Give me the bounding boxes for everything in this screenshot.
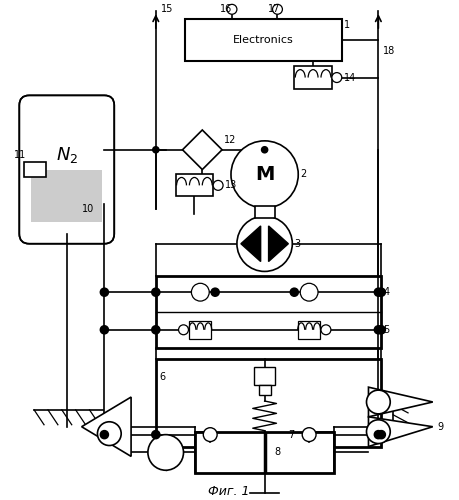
Bar	[156, 276, 381, 347]
Text: 6: 6	[160, 372, 166, 382]
Bar	[156, 360, 381, 446]
Bar	[190, 321, 211, 338]
Circle shape	[231, 141, 298, 208]
Text: 16: 16	[220, 4, 232, 15]
Circle shape	[377, 288, 385, 296]
Circle shape	[375, 326, 382, 334]
Circle shape	[152, 430, 160, 438]
Circle shape	[153, 147, 159, 152]
Circle shape	[203, 428, 217, 442]
Circle shape	[375, 288, 382, 296]
Circle shape	[148, 434, 184, 470]
Circle shape	[101, 326, 108, 334]
Bar	[259, 385, 270, 395]
Circle shape	[152, 288, 160, 296]
Circle shape	[262, 147, 268, 152]
Text: $N_2$: $N_2$	[56, 144, 78, 165]
Circle shape	[101, 288, 108, 296]
Circle shape	[375, 430, 382, 438]
Circle shape	[366, 390, 390, 414]
Polygon shape	[369, 387, 433, 417]
Text: 11: 11	[14, 150, 27, 160]
Bar	[185, 19, 342, 60]
Text: 18: 18	[383, 46, 396, 56]
Text: 14: 14	[344, 72, 356, 83]
Text: 8: 8	[274, 448, 280, 458]
Circle shape	[332, 72, 342, 83]
Circle shape	[302, 428, 316, 442]
Circle shape	[366, 420, 390, 444]
FancyBboxPatch shape	[19, 96, 114, 244]
Polygon shape	[269, 226, 288, 262]
Text: 4: 4	[383, 287, 389, 297]
Polygon shape	[183, 130, 222, 170]
Circle shape	[273, 4, 282, 14]
Bar	[24, 162, 46, 178]
Circle shape	[377, 430, 385, 438]
Bar	[294, 66, 332, 90]
Polygon shape	[82, 397, 131, 456]
Text: 12: 12	[224, 135, 236, 145]
Bar	[31, 170, 102, 222]
Circle shape	[300, 284, 318, 301]
Text: 9: 9	[438, 422, 444, 432]
Text: 13: 13	[225, 180, 237, 190]
Circle shape	[152, 326, 160, 334]
Bar	[255, 206, 274, 218]
Circle shape	[211, 288, 219, 296]
Bar	[196, 432, 334, 473]
Polygon shape	[241, 226, 261, 262]
Circle shape	[97, 422, 121, 446]
Text: 5: 5	[383, 325, 390, 335]
Text: 7: 7	[288, 430, 295, 440]
Circle shape	[101, 430, 108, 438]
Bar	[298, 321, 320, 338]
Text: 2: 2	[300, 170, 307, 179]
Text: 17: 17	[268, 4, 280, 15]
Circle shape	[237, 216, 292, 272]
Circle shape	[321, 325, 331, 334]
Text: 10: 10	[82, 204, 94, 214]
Circle shape	[227, 4, 237, 14]
Text: Electronics: Electronics	[233, 35, 294, 45]
Text: Фиг. 1: Фиг. 1	[208, 484, 250, 498]
Circle shape	[179, 325, 189, 334]
Text: 15: 15	[161, 4, 173, 15]
Bar	[254, 368, 275, 385]
Circle shape	[213, 180, 223, 190]
Bar	[176, 174, 213, 197]
Circle shape	[377, 326, 385, 334]
Circle shape	[291, 288, 298, 296]
Circle shape	[191, 284, 209, 301]
Polygon shape	[369, 417, 433, 446]
Text: 1: 1	[344, 20, 350, 30]
Text: 3: 3	[294, 238, 300, 248]
Text: M: M	[255, 165, 274, 184]
